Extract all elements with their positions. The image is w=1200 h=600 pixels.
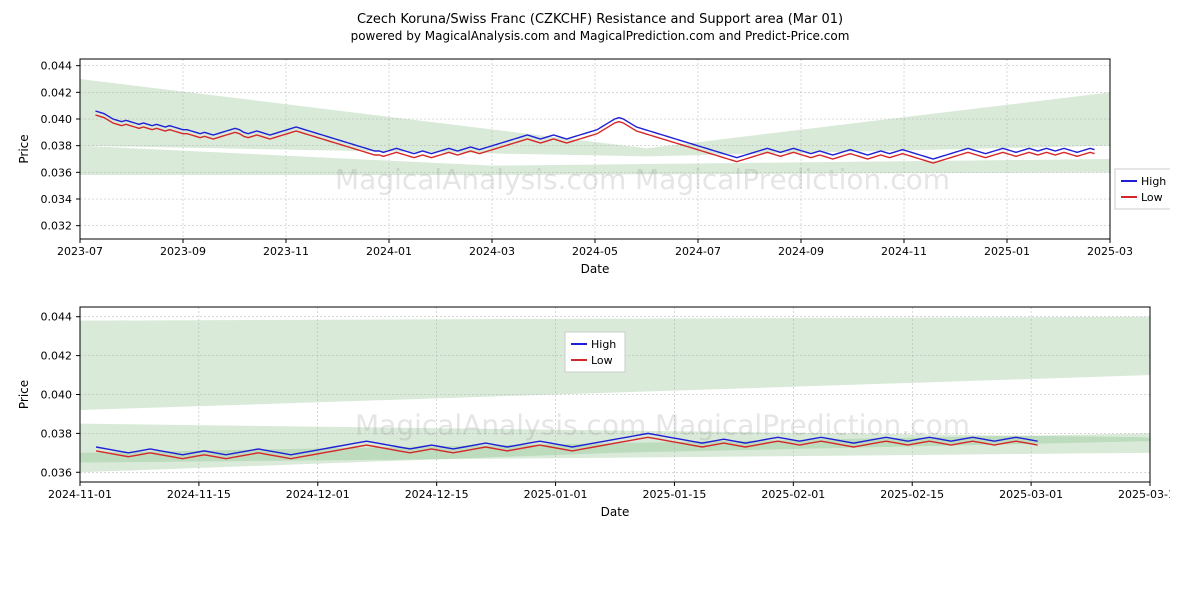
xtick-label: 2024-12-15 (405, 488, 469, 501)
xtick-label: 2024-11 (881, 245, 927, 258)
ytick-label: 0.042 (41, 350, 73, 363)
ylabel: Price (17, 134, 31, 163)
ytick-label: 0.042 (41, 86, 73, 99)
xtick-label: 2023-07 (57, 245, 103, 258)
ytick-label: 0.034 (41, 193, 73, 206)
xtick-label: 2024-11-01 (48, 488, 112, 501)
xtick-label: 2025-03-15 (1118, 488, 1170, 501)
ytick-label: 0.036 (41, 166, 73, 179)
chart-subtitle: powered by MagicalAnalysis.com and Magic… (10, 29, 1190, 43)
xtick-label: 2025-01-01 (524, 488, 588, 501)
chart-title: Czech Koruna/Swiss Franc (CZKCHF) Resist… (10, 12, 1190, 27)
chart-top-svg: 0.032 0.034 0.036 0.038 0.040 0.042 0.044 Magic… (10, 49, 1170, 289)
xtick-label: 2025-02-15 (880, 488, 944, 501)
xtick-label: 2025-01 (984, 245, 1030, 258)
chart-bottom-svg: 0.036 0.038 0.040 0.042 0.044 MagicalAnalysis… (10, 297, 1170, 527)
legend-low-label: Low (1141, 191, 1163, 204)
xtick-label: 2025-03 (1087, 245, 1133, 258)
xlabel: Date (601, 505, 630, 519)
ytick-label: 0.038 (41, 140, 73, 153)
watermark: MagicalAnalysis.com (335, 163, 626, 196)
watermark: MagicalAnalysis.com (355, 409, 646, 442)
legend-high-label: High (1141, 175, 1166, 188)
chart-top: 0.032 0.034 0.036 0.038 0.040 0.042 0.044 Magic… (10, 49, 1190, 289)
ytick-label: 0.036 (41, 466, 73, 479)
xlabel: Date (581, 262, 610, 276)
ylabel: Price (17, 380, 31, 409)
xtick-label: 2024-01 (366, 245, 412, 258)
ytick-label: 0.040 (41, 113, 73, 126)
xtick-label: 2023-09 (160, 245, 206, 258)
watermark: MagicalPrediction.com (635, 163, 950, 196)
xtick-label: 2024-05 (572, 245, 618, 258)
xtick-label: 2024-07 (675, 245, 721, 258)
ytick-label: 0.038 (41, 427, 73, 440)
xtick-label: 2025-02-01 (761, 488, 825, 501)
xtick-label: 2024-09 (778, 245, 824, 258)
ytick-label: 0.044 (41, 311, 73, 324)
ytick-label: 0.040 (41, 389, 73, 402)
ytick-label: 0.032 (41, 220, 73, 233)
xtick-label: 2024-11-15 (167, 488, 231, 501)
xtick-label: 2024-12-01 (286, 488, 350, 501)
chart-bottom: 0.036 0.038 0.040 0.042 0.044 MagicalAnalysis… (10, 297, 1190, 527)
watermark: MagicalPrediction.com (655, 409, 970, 442)
legend-high-label: High (591, 338, 616, 351)
xtick-label: 2024-03 (469, 245, 515, 258)
legend-low-label: Low (591, 354, 613, 367)
ytick-label: 0.044 (41, 60, 73, 73)
xtick-label: 2023-11 (263, 245, 309, 258)
xtick-label: 2025-03-01 (999, 488, 1063, 501)
xtick-label: 2025-01-15 (642, 488, 706, 501)
